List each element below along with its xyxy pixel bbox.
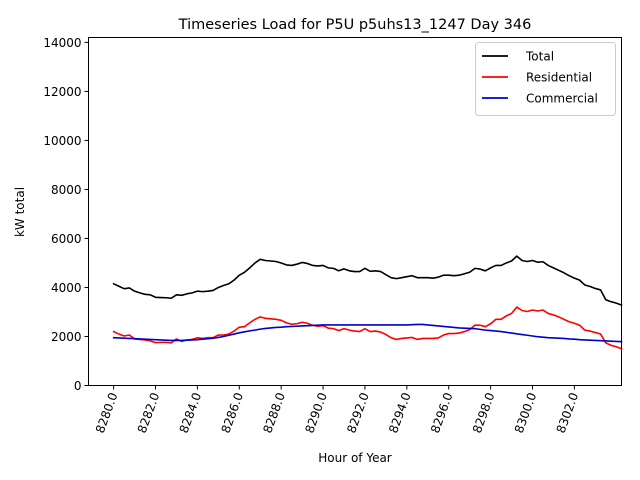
chart-title: Timeseries Load for P5U p5uhs13_1247 Day… [178,17,532,33]
plot-frame [88,37,622,386]
series-line-total [112,255,623,307]
y-tick-label: 0 [74,379,82,393]
y-axis-title: kW total [13,187,27,237]
legend-label-commercial: Commercial [526,92,598,106]
y-tick-label: 4000 [51,281,82,295]
series-line-commercial [112,323,623,343]
y-tick-label: 12000 [43,85,81,99]
legend-box [475,42,616,116]
x-axis-title: Hour of Year [318,451,392,465]
series-line-residential [112,306,623,350]
y-tick-label: 2000 [51,330,82,344]
y-axis: 0 2000 4000 6000 8000 10000 12000 14000 [43,36,89,393]
legend-label-total: Total [525,50,554,64]
y-tick-label: 8000 [51,183,82,197]
plot-area [112,255,623,350]
legend-label-residential: Residential [526,71,592,85]
legend: Total Residential Commercial [475,42,616,116]
y-tick-label: 6000 [51,232,82,246]
y-tick-label: 10000 [43,134,81,148]
y-tick-label: 14000 [43,36,81,50]
